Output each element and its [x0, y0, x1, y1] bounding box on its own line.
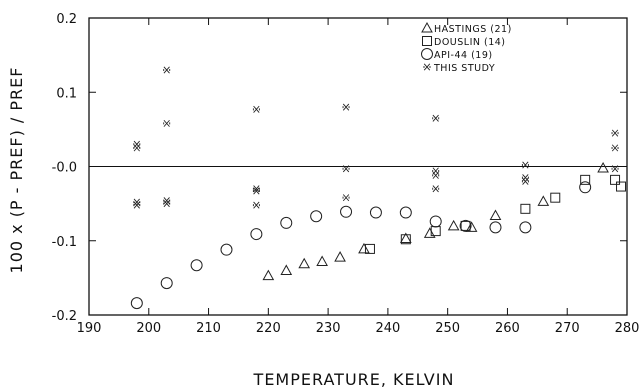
data-point-star	[133, 198, 141, 206]
y-tick-label: -0.1	[52, 235, 77, 250]
data-point-square	[422, 36, 432, 46]
data-point-circle	[429, 215, 442, 228]
data-point-star	[133, 144, 141, 152]
data-point-star	[423, 63, 431, 71]
data-point-circle	[220, 243, 233, 256]
legend-label: DOUSLIN (14)	[434, 37, 506, 48]
x-tick-label: 220	[256, 321, 281, 336]
data-point-star	[163, 200, 171, 208]
data-point-triangle	[334, 251, 346, 262]
data-point-star	[252, 187, 260, 195]
data-point-triangle	[447, 219, 460, 231]
y-axis-title: 100 x (P - PREF) / PREF	[7, 67, 26, 274]
data-point-square	[400, 234, 411, 245]
data-point-circle	[310, 210, 323, 223]
data-point-triangle	[358, 242, 370, 254]
data-point-square	[520, 203, 531, 214]
data-point-star	[432, 171, 440, 179]
legend-item-douslin: DOUSLIN (14)	[422, 36, 506, 48]
x-tick-label: 260	[495, 321, 520, 336]
data-point-star	[432, 167, 440, 175]
data-point-triangle	[489, 209, 502, 221]
x-axis: 190 200 210 220 230 240 250 260 270 280	[77, 18, 640, 336]
data-point-circle	[190, 259, 203, 272]
y-tick-label: 0.2	[56, 12, 77, 27]
data-point-triangle	[298, 257, 311, 269]
legend-marker-circle	[421, 48, 433, 60]
data-point-star	[611, 165, 619, 173]
data-point-circle	[130, 297, 143, 310]
y-tick-label: -0.0	[52, 161, 77, 176]
legend-label: HASTINGS (21)	[434, 24, 512, 35]
x-tick-label: 270	[555, 321, 580, 336]
data-point-circle	[160, 277, 173, 290]
data-point-circle	[421, 48, 433, 60]
data-point-circle	[250, 228, 263, 241]
data-point-star	[342, 165, 350, 173]
legend-marker-square	[422, 36, 432, 46]
data-point-triangle	[262, 269, 275, 281]
data-point-star	[611, 129, 619, 137]
data-point-star	[163, 66, 171, 74]
x-tick-label: 190	[77, 321, 102, 336]
data-point-star	[342, 194, 350, 202]
x-tick-label: 250	[435, 321, 460, 336]
data-point-square	[364, 243, 375, 254]
legend: HASTINGS (21) DOUSLIN (14) API-44 (19) T…	[421, 21, 512, 74]
x-axis-title: TEMPERATURE, KELVIN	[253, 370, 455, 389]
data-point-star	[432, 185, 440, 193]
y-tick-label: 0.1	[56, 86, 77, 101]
data-point-triangle	[465, 221, 478, 232]
data-point-square	[460, 220, 471, 231]
legend-label: API-44 (19)	[434, 50, 493, 61]
legend-label: THIS STUDY	[433, 63, 495, 74]
data-point-star	[252, 105, 260, 113]
data-point-square	[580, 174, 591, 185]
data-point-circle	[489, 221, 502, 234]
data-point-circle	[399, 206, 412, 219]
data-point-star	[163, 197, 171, 205]
data-markers	[130, 66, 627, 310]
y-axis: -0.2 -0.1 -0.0 0.1 0.2	[52, 12, 627, 324]
data-point-star	[432, 114, 440, 122]
x-tick-label: 240	[375, 321, 400, 336]
data-point-circle	[579, 181, 592, 194]
data-point-star	[611, 144, 619, 152]
data-point-triangle	[280, 264, 293, 275]
data-point-circle	[369, 206, 382, 219]
data-point-circle	[459, 219, 472, 232]
x-tick-label: 200	[136, 321, 161, 336]
x-tick-label: 210	[196, 321, 221, 336]
legend-marker-triangle	[421, 21, 433, 33]
data-point-star	[163, 119, 171, 127]
legend-marker-star	[423, 63, 431, 71]
data-point-star	[342, 103, 350, 111]
x-tick-label: 230	[316, 321, 341, 336]
data-point-triangle	[316, 255, 328, 267]
data-point-star	[252, 201, 260, 209]
data-point-triangle	[423, 227, 436, 238]
data-point-star	[133, 140, 141, 148]
data-point-square	[616, 181, 627, 192]
data-point-triangle	[399, 232, 412, 244]
data-point-triangle	[537, 195, 550, 206]
legend-item-hastings: HASTINGS (21)	[421, 21, 512, 35]
legend-item-this-study: THIS STUDY	[423, 63, 495, 74]
x-tick-label: 280	[615, 321, 640, 336]
y-tick-label: -0.2	[52, 309, 77, 324]
data-point-star	[252, 185, 260, 193]
legend-item-api44: API-44 (19)	[421, 48, 493, 61]
data-point-triangle	[421, 21, 433, 33]
data-point-triangle	[597, 161, 609, 173]
data-point-circle	[280, 216, 293, 229]
data-point-star	[521, 174, 529, 182]
data-point-square	[550, 192, 561, 203]
data-point-circle	[519, 221, 532, 234]
data-point-star	[521, 161, 529, 169]
data-point-star	[133, 201, 141, 209]
data-point-star	[521, 177, 529, 185]
data-point-circle	[340, 205, 353, 218]
data-point-square	[610, 174, 621, 185]
